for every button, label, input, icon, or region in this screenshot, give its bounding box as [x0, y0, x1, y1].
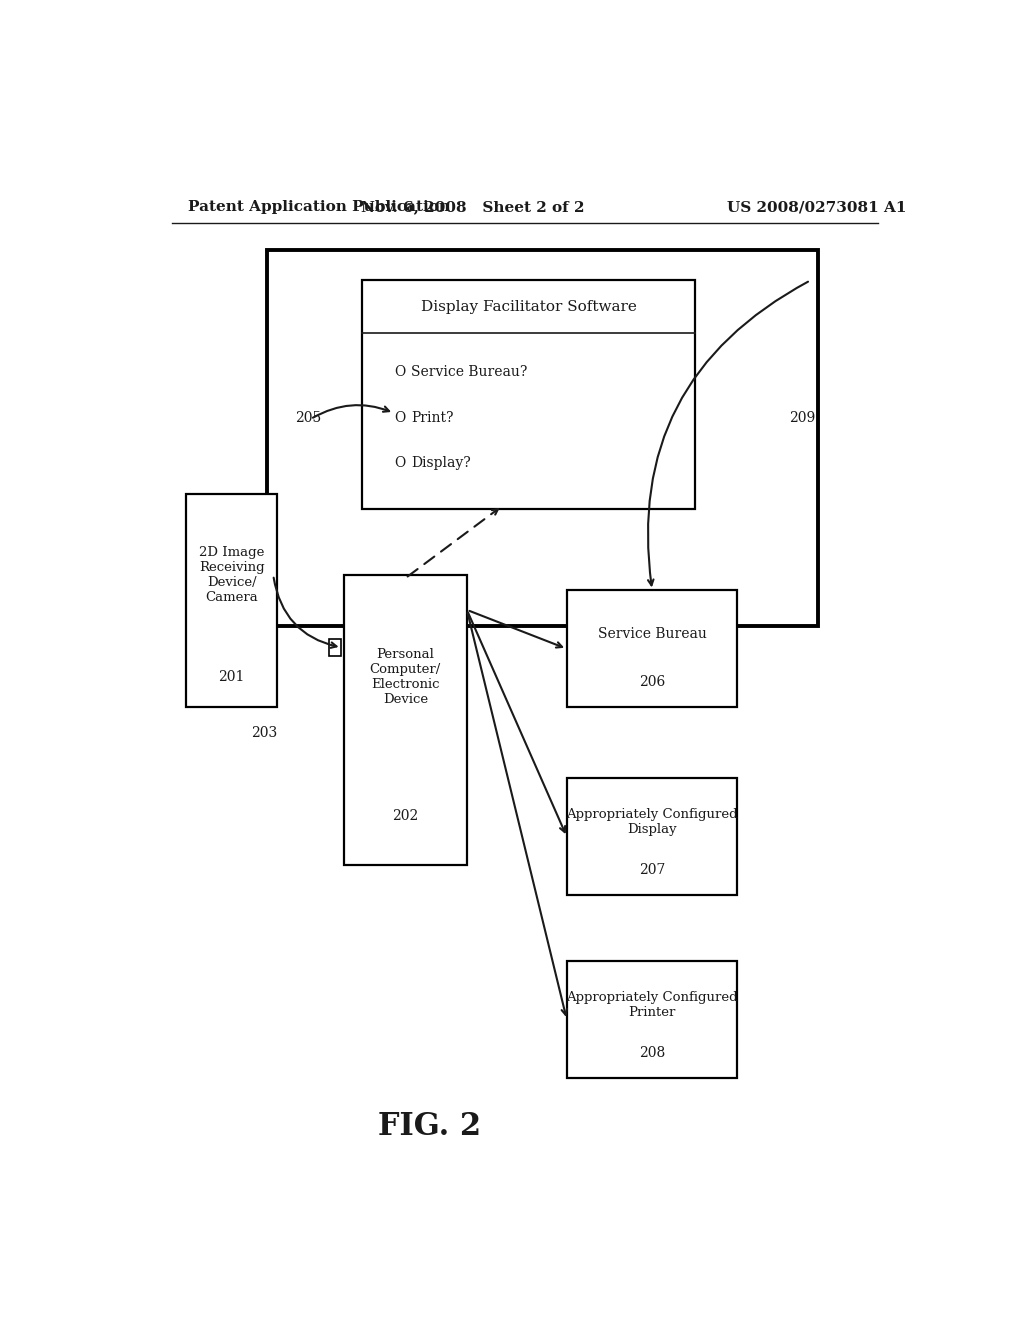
Text: 209: 209: [790, 411, 815, 425]
Text: Appropriately Configured
Printer: Appropriately Configured Printer: [566, 990, 738, 1019]
Text: Display?: Display?: [412, 457, 471, 470]
Text: Personal
Computer/
Electronic
Device: Personal Computer/ Electronic Device: [370, 648, 441, 705]
Text: Nov. 6, 2008   Sheet 2 of 2: Nov. 6, 2008 Sheet 2 of 2: [361, 201, 585, 214]
Bar: [362, 280, 695, 510]
Bar: [186, 494, 278, 708]
Bar: [567, 779, 737, 895]
Text: O: O: [394, 411, 406, 425]
Text: 2D Image
Receiving
Device/
Camera: 2D Image Receiving Device/ Camera: [199, 546, 264, 605]
Text: FIG. 2: FIG. 2: [378, 1110, 481, 1142]
Text: 202: 202: [392, 809, 419, 822]
Text: 205: 205: [295, 411, 321, 425]
Text: Service Bureau: Service Bureau: [598, 627, 707, 640]
Text: O: O: [394, 364, 406, 379]
Text: Service Bureau?: Service Bureau?: [412, 364, 527, 379]
Text: Print?: Print?: [412, 411, 454, 425]
Text: 201: 201: [218, 671, 245, 684]
Text: 203: 203: [251, 726, 278, 739]
Text: O: O: [394, 457, 406, 470]
Bar: [267, 249, 818, 626]
Bar: [567, 590, 737, 708]
Text: Display Facilitator Software: Display Facilitator Software: [421, 300, 637, 314]
Text: US 2008/0273081 A1: US 2008/0273081 A1: [727, 201, 906, 214]
Text: 208: 208: [639, 1045, 666, 1060]
Text: Patent Application Publication: Patent Application Publication: [187, 201, 450, 214]
Bar: [344, 576, 467, 865]
Text: 207: 207: [639, 862, 666, 876]
Bar: [329, 639, 341, 656]
Bar: [567, 961, 737, 1078]
Text: Appropriately Configured
Display: Appropriately Configured Display: [566, 808, 738, 836]
Text: 206: 206: [639, 675, 666, 689]
